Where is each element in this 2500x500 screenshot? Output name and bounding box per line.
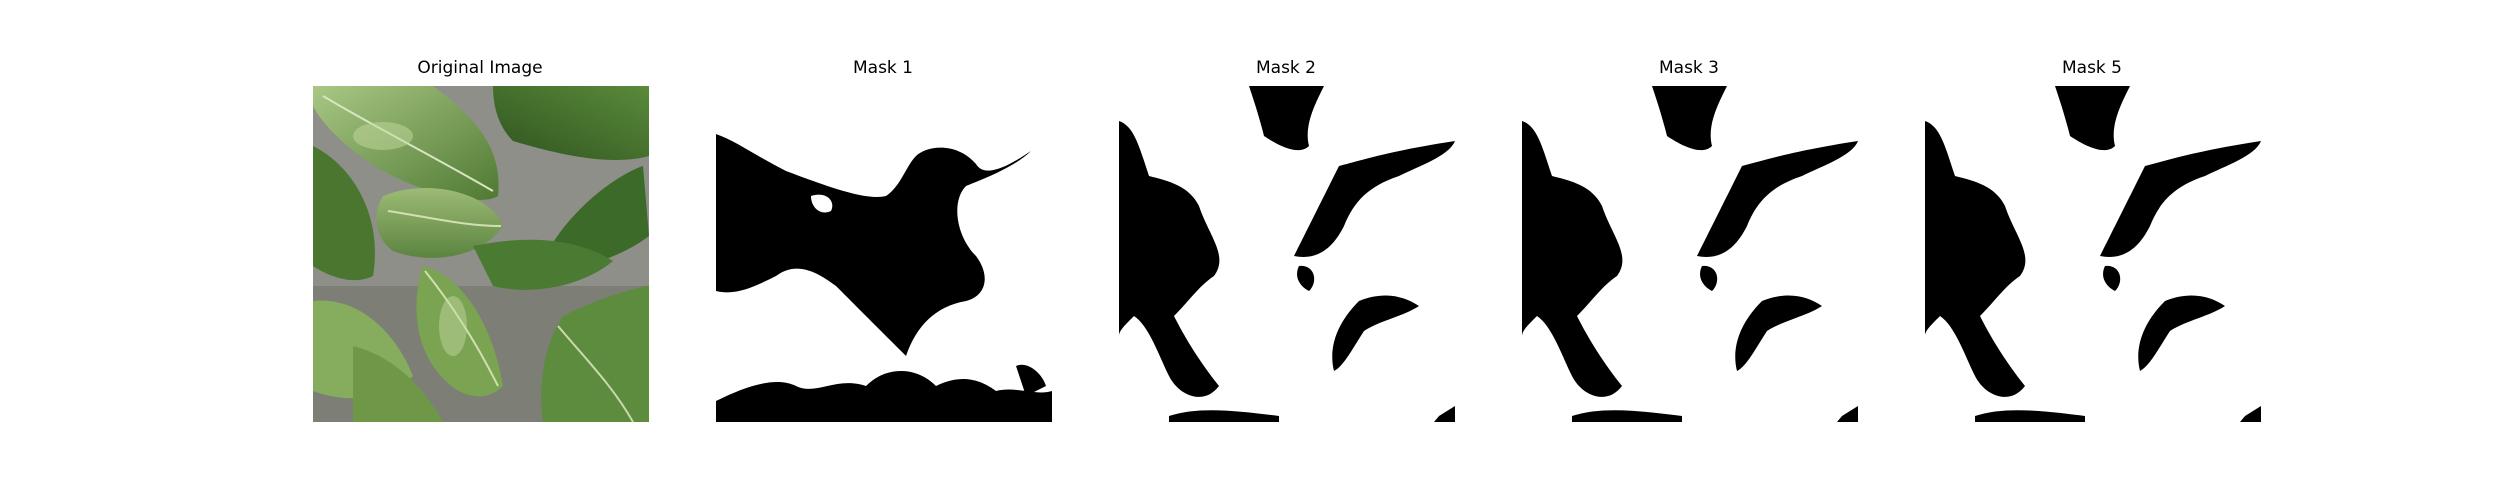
panel-title-mask-2: Mask 2	[1255, 58, 1316, 78]
mask-1-image	[716, 86, 1052, 422]
panel-title-original: Original Image	[417, 58, 543, 78]
original-image	[313, 86, 649, 422]
panel-title-mask-3: Mask 3	[1658, 58, 1719, 78]
mask-5	[1925, 86, 2261, 422]
mask-3-image	[1522, 86, 1858, 422]
mask-5-image	[1925, 86, 2261, 422]
mask-2	[1119, 86, 1455, 422]
mask-3	[1522, 86, 1858, 422]
mask-2-image	[1119, 86, 1455, 422]
panel-title-mask-5: Mask 5	[2061, 58, 2122, 78]
leaf-photo	[313, 86, 649, 422]
mask-1	[716, 86, 1052, 422]
panel-title-mask-1: Mask 1	[852, 58, 913, 78]
